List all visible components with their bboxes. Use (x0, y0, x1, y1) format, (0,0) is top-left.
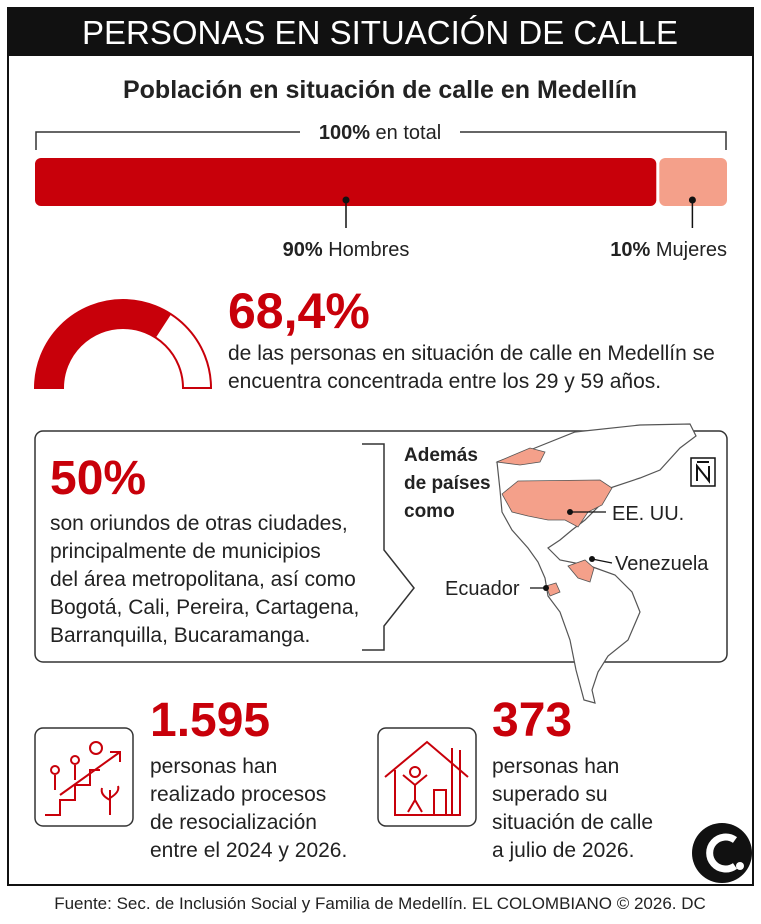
bracket-arrow (362, 443, 415, 651)
countries-heading: Además (404, 445, 478, 466)
split-value: 90% (283, 239, 323, 261)
gauge-value (35, 299, 172, 388)
stat-line: superado su (492, 783, 608, 806)
source: Fuente: Sec. de Inclusión Social y Famil… (54, 894, 706, 913)
age-line: encuentra concentrada entre los 29 y 59 … (228, 370, 661, 393)
north-letter (696, 461, 710, 484)
alaska (495, 447, 546, 466)
split-text: Mujeres (656, 239, 727, 261)
country: Venezuela (615, 553, 709, 575)
venezuela (567, 559, 595, 583)
origin-line: principalmente de municipios (50, 540, 321, 563)
split-bar: 90% Hombres 10% Mujeres (35, 158, 727, 261)
logo-dot (736, 862, 744, 870)
subtitle: Población en situación de calle en Medel… (123, 76, 637, 104)
split-label: 10% Mujeres (610, 239, 727, 261)
country: EE. UU. (612, 503, 684, 525)
stat-line: situación de calle (492, 811, 653, 834)
pointer-dot (688, 196, 696, 204)
stat-line: de resocialización (150, 811, 317, 834)
split-value: 10% (610, 239, 650, 261)
total-text: en total (376, 122, 442, 144)
origin-line: del área metropolitana, así como (50, 568, 356, 591)
dot (567, 509, 573, 515)
total-label: 100% en total (319, 122, 441, 144)
icon-stairs (45, 741, 121, 816)
origin-line: Bogotá, Cali, Pereira, Cartagena, (50, 596, 359, 619)
age-value: 68,4% (228, 283, 370, 339)
split-label: 90% Hombres (283, 239, 410, 261)
stat-value: 1.595 (150, 694, 270, 747)
stat-line: a julio de 2026. (492, 839, 634, 862)
total-value: 100% (319, 122, 370, 144)
stat-line: personas han (492, 755, 619, 778)
stat-value: 373 (492, 694, 572, 747)
countries-heading: como (404, 501, 455, 522)
stat-line: personas han (150, 755, 277, 778)
age-line: de las personas en situación de calle en… (228, 342, 715, 365)
origin-value: 50% (50, 452, 146, 505)
bar-segment (659, 158, 727, 206)
title: PERSONAS EN SITUACIÓN DE CALLE (82, 14, 678, 51)
pointer-dot (342, 196, 350, 204)
ecuador (545, 582, 561, 597)
stat-line: entre el 2024 y 2026. (150, 839, 347, 862)
logo-c (706, 833, 738, 873)
stat-line: realizado procesos (150, 783, 326, 806)
dot (543, 585, 549, 591)
countries-heading: de países (404, 473, 491, 494)
origin-line: son oriundos de otras ciudades, (50, 512, 348, 535)
icon-house (384, 740, 469, 816)
total-bracket (35, 131, 727, 150)
logo (692, 823, 752, 883)
origin-line: Barranquilla, Bucaramanga. (50, 624, 310, 647)
map (495, 423, 697, 704)
header-bar (8, 8, 753, 56)
bar-segment (35, 158, 657, 206)
gauge (33, 299, 213, 389)
origin-box (34, 430, 728, 663)
split-text: Hombres (328, 239, 409, 261)
country: Ecuador (445, 578, 520, 600)
dot (589, 556, 595, 562)
usa (501, 479, 613, 528)
